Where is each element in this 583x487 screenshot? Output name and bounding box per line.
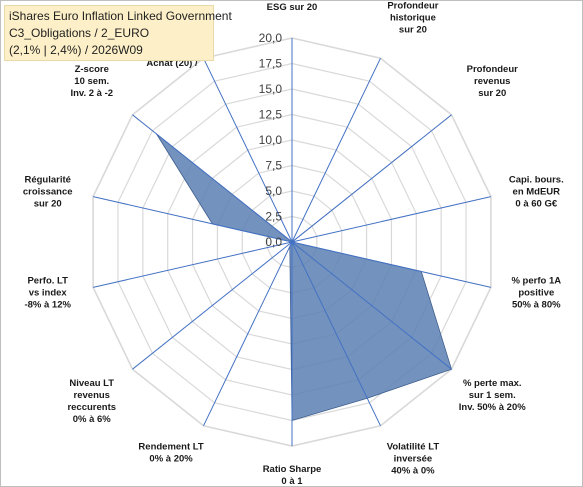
chart-title-line-3: (2,1% | 2,4%) / 2026W09 bbox=[9, 43, 143, 57]
chart-title-line-2: C3_Obligations / 2_EURO bbox=[9, 26, 150, 40]
spoke-line bbox=[132, 114, 293, 243]
spoke-line bbox=[132, 241, 293, 370]
axis-label: Capi. bours. en MdEUR 0 à 60 G€ bbox=[509, 174, 564, 209]
spoke-line bbox=[291, 241, 452, 370]
spoke-line bbox=[93, 196, 293, 243]
axis-label: Profondeur revenus sur 20 bbox=[467, 64, 518, 99]
chart-title-box: iShares Euro Inflation Linked Government… bbox=[4, 5, 232, 61]
axis-label: Volatilité LT inversée 40% à 0% bbox=[387, 441, 440, 476]
axis-label: Profondeur historique sur 20 bbox=[387, 1, 438, 36]
axis-label: Rendement LT 0% à 20% bbox=[138, 441, 203, 464]
tick-label: 2,5 bbox=[265, 210, 282, 224]
tick-label: 7,5 bbox=[265, 159, 282, 173]
axis-label: Ratio Sharpe 0 à 1 bbox=[263, 464, 322, 487]
spoke-line bbox=[291, 241, 381, 427]
spoke-line bbox=[291, 241, 491, 288]
spoke-line bbox=[203, 241, 293, 427]
axis-label: Perfo. LT vs index -8% à 12% bbox=[24, 276, 71, 311]
tick-label: 0,0 bbox=[265, 235, 282, 249]
spoke-line bbox=[93, 241, 293, 288]
data-area bbox=[156, 133, 452, 422]
tick-label: 15,0 bbox=[259, 82, 283, 96]
tick-label: 20,0 bbox=[259, 31, 283, 45]
axis-label: Niveau LT revenus reccurents 0% à 6% bbox=[67, 378, 116, 425]
tick-label: 5,0 bbox=[265, 184, 282, 198]
tick-label: 12,5 bbox=[259, 108, 283, 122]
tick-label: 17,5 bbox=[259, 57, 283, 71]
axis-label: % perfo 1A positive 50% à 80% bbox=[511, 276, 561, 311]
axis-label: % perte max. sur 1 sem. Inv. 50% à 20% bbox=[459, 378, 526, 413]
chart-title-line-1: iShares Euro Inflation Linked Government bbox=[9, 9, 232, 23]
axis-label: NoteESG sur 20 bbox=[267, 0, 318, 13]
axis-label: Z-score 10 sem. Inv. 2 à -2 bbox=[70, 64, 113, 99]
tick-label: 10,0 bbox=[259, 133, 283, 147]
spoke-line bbox=[291, 57, 381, 243]
spoke-line bbox=[203, 57, 293, 243]
spoke-line bbox=[291, 114, 452, 243]
spoke-line bbox=[291, 196, 491, 243]
axis-label: Régularité croissance sur 20 bbox=[23, 174, 73, 209]
